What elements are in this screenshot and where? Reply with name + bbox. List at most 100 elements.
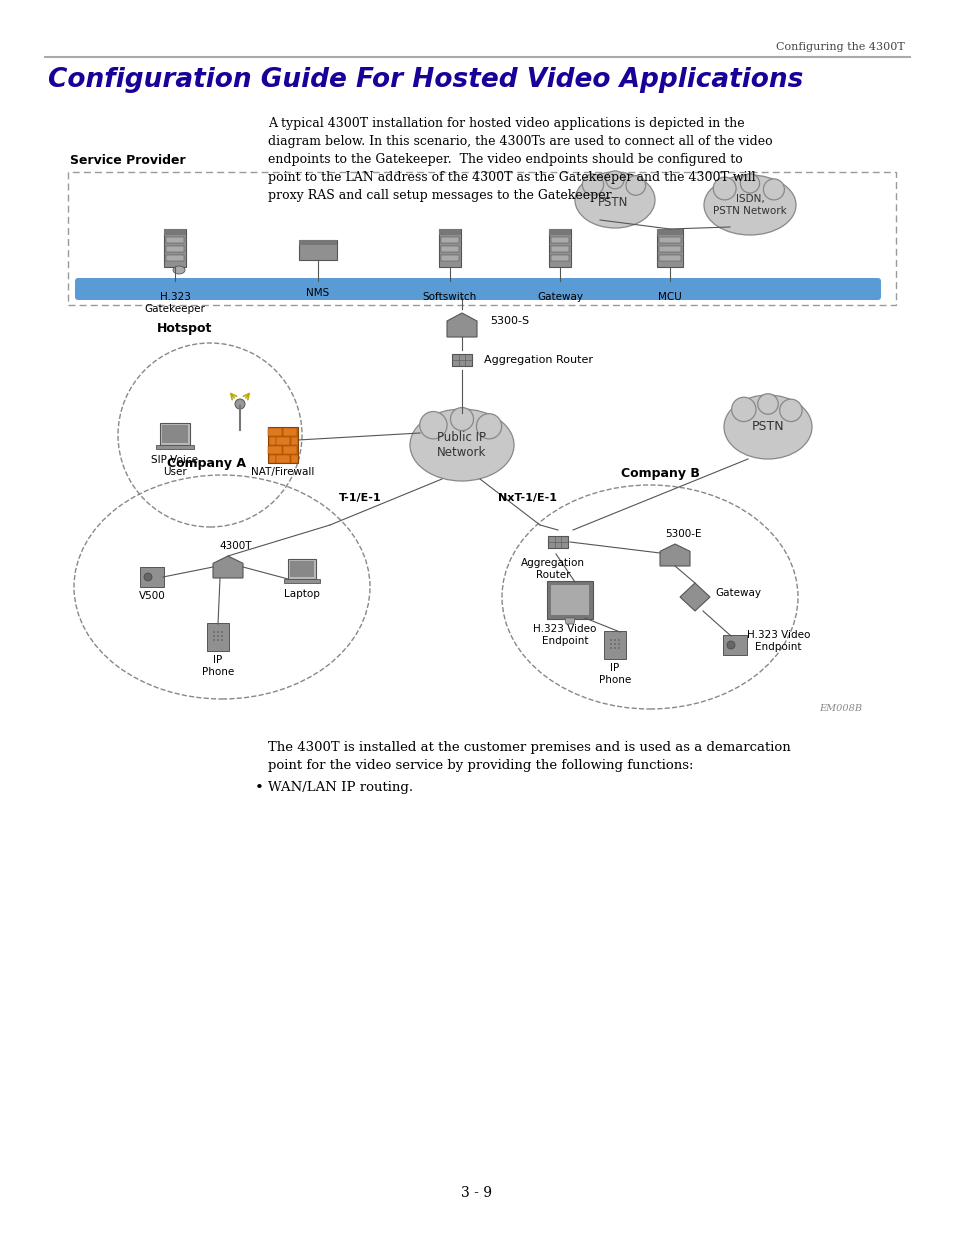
Text: Gateway: Gateway [714, 588, 760, 598]
Ellipse shape [703, 175, 795, 235]
FancyBboxPatch shape [659, 246, 680, 252]
Text: endpoints to the Gatekeeper.  The video endpoints should be configured to: endpoints to the Gatekeeper. The video e… [268, 153, 742, 165]
Circle shape [618, 647, 619, 648]
FancyBboxPatch shape [269, 436, 275, 445]
FancyBboxPatch shape [548, 536, 567, 548]
Text: Aggregation Router: Aggregation Router [483, 354, 593, 366]
Text: Laptop: Laptop [284, 589, 319, 599]
Text: 5300-E: 5300-E [664, 529, 700, 538]
Text: NAT/Firewall: NAT/Firewall [251, 467, 314, 477]
Text: H.323 Video
Endpoint: H.323 Video Endpoint [533, 624, 596, 646]
Circle shape [221, 635, 223, 637]
FancyBboxPatch shape [657, 228, 682, 235]
Circle shape [476, 414, 501, 438]
FancyBboxPatch shape [298, 240, 336, 261]
FancyBboxPatch shape [166, 246, 184, 252]
FancyBboxPatch shape [207, 622, 229, 651]
Text: 4300T: 4300T [219, 541, 252, 551]
Text: T-1/E-1: T-1/E-1 [338, 493, 381, 503]
Polygon shape [284, 579, 319, 583]
Polygon shape [156, 445, 193, 450]
Circle shape [581, 174, 603, 195]
FancyBboxPatch shape [283, 427, 297, 436]
FancyBboxPatch shape [164, 228, 186, 267]
Circle shape [610, 640, 611, 641]
Polygon shape [564, 618, 575, 624]
Text: 3 - 9: 3 - 9 [461, 1186, 492, 1200]
FancyBboxPatch shape [657, 228, 682, 267]
Text: Hotspot: Hotspot [157, 322, 213, 335]
Text: H.323
Gatekeeper: H.323 Gatekeeper [145, 291, 205, 314]
FancyBboxPatch shape [551, 585, 588, 615]
FancyBboxPatch shape [290, 561, 314, 577]
Ellipse shape [410, 409, 514, 480]
Circle shape [419, 411, 447, 438]
FancyBboxPatch shape [283, 446, 297, 453]
Text: Aggregation
Router: Aggregation Router [520, 558, 584, 579]
FancyBboxPatch shape [269, 454, 275, 462]
FancyBboxPatch shape [551, 246, 568, 252]
Circle shape [221, 640, 223, 641]
Text: •: • [254, 781, 264, 795]
FancyBboxPatch shape [298, 240, 336, 245]
FancyBboxPatch shape [551, 237, 568, 243]
Circle shape [726, 641, 734, 650]
Text: 5300-S: 5300-S [490, 316, 529, 326]
Text: The 4300T is installed at the customer premises and is used as a demarcation: The 4300T is installed at the customer p… [268, 741, 790, 755]
Polygon shape [213, 556, 243, 578]
FancyBboxPatch shape [440, 237, 458, 243]
Text: EM008B: EM008B [818, 704, 862, 713]
Circle shape [625, 175, 645, 195]
FancyBboxPatch shape [275, 454, 290, 462]
FancyBboxPatch shape [452, 354, 471, 366]
FancyBboxPatch shape [722, 635, 746, 655]
Circle shape [740, 174, 759, 193]
FancyBboxPatch shape [548, 228, 571, 235]
Circle shape [779, 399, 801, 421]
Text: A typical 4300T installation for hosted video applications is depicted in the: A typical 4300T installation for hosted … [268, 117, 744, 130]
Text: PSTN: PSTN [598, 195, 627, 209]
Text: IP
Phone: IP Phone [202, 655, 233, 677]
Circle shape [610, 643, 611, 645]
Text: Public IP
Network: Public IP Network [436, 431, 486, 459]
Circle shape [757, 394, 778, 414]
Polygon shape [659, 543, 689, 566]
FancyBboxPatch shape [275, 436, 290, 445]
Circle shape [234, 399, 245, 409]
Text: SIP Voice
User: SIP Voice User [152, 454, 198, 477]
FancyBboxPatch shape [166, 254, 184, 261]
FancyBboxPatch shape [140, 567, 164, 587]
Ellipse shape [172, 266, 185, 274]
FancyBboxPatch shape [438, 228, 460, 235]
Circle shape [618, 640, 619, 641]
FancyBboxPatch shape [291, 454, 297, 462]
Text: Softswitch: Softswitch [422, 291, 476, 303]
FancyBboxPatch shape [268, 446, 282, 453]
Text: NxT-1/E-1: NxT-1/E-1 [498, 493, 557, 503]
Text: diagram below. In this scenario, the 4300Ts are used to connect all of the video: diagram below. In this scenario, the 430… [268, 135, 772, 148]
Circle shape [731, 398, 755, 421]
Circle shape [605, 170, 623, 189]
FancyBboxPatch shape [546, 580, 593, 619]
Text: PSTN: PSTN [751, 420, 783, 433]
FancyBboxPatch shape [160, 424, 190, 445]
Circle shape [450, 408, 473, 431]
Circle shape [213, 635, 214, 637]
FancyBboxPatch shape [291, 436, 297, 445]
FancyBboxPatch shape [288, 559, 315, 579]
FancyBboxPatch shape [162, 425, 188, 443]
Text: MCU: MCU [658, 291, 681, 303]
Circle shape [213, 640, 214, 641]
Text: NMS: NMS [306, 288, 330, 298]
Text: IP
Phone: IP Phone [598, 663, 631, 684]
Text: ISDN,
PSTN Network: ISDN, PSTN Network [713, 194, 786, 216]
Polygon shape [679, 583, 709, 611]
Circle shape [217, 640, 218, 641]
Polygon shape [447, 312, 476, 337]
Circle shape [217, 635, 218, 637]
Text: H.323 Video
Endpoint: H.323 Video Endpoint [746, 630, 809, 652]
Circle shape [610, 647, 611, 648]
Circle shape [144, 573, 152, 580]
FancyBboxPatch shape [440, 254, 458, 261]
FancyBboxPatch shape [75, 278, 880, 300]
